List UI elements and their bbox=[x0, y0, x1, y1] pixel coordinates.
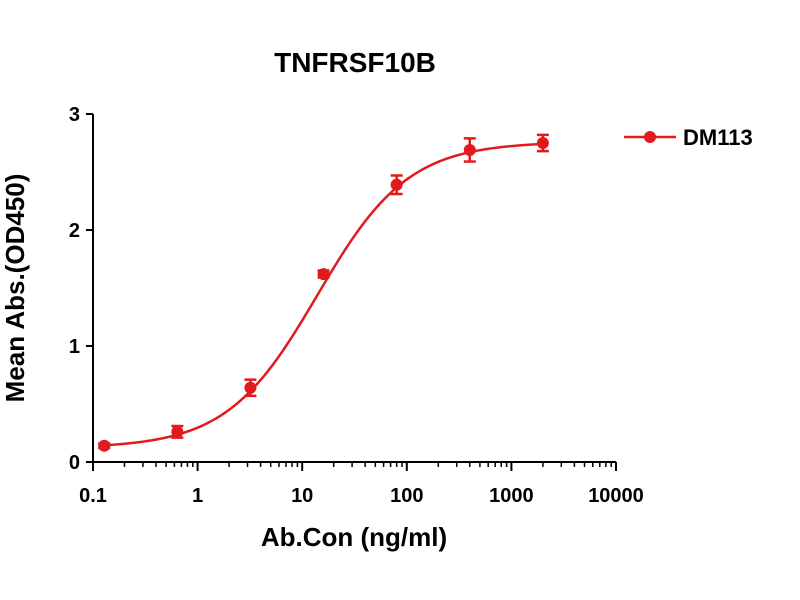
data-point bbox=[244, 381, 257, 394]
chart-title: TNFRSF10B bbox=[274, 47, 436, 78]
data-point bbox=[171, 425, 184, 438]
x-ticks: 0.1 1 10 100 1000 10000 bbox=[79, 462, 644, 507]
x-tick-label: 1 bbox=[192, 485, 203, 507]
y-ticks: 0 1 2 3 bbox=[69, 104, 93, 474]
x-axis-label: Ab.Con (ng/ml) bbox=[261, 522, 447, 552]
y-tick-label: 0 bbox=[69, 452, 80, 474]
legend-label: DM113 bbox=[683, 125, 753, 150]
y-tick-label: 3 bbox=[69, 104, 80, 126]
legend-marker bbox=[644, 131, 656, 143]
y-tick-label: 1 bbox=[69, 336, 80, 358]
data-point bbox=[98, 439, 111, 452]
data-point bbox=[390, 178, 403, 191]
x-tick-label: 100 bbox=[390, 485, 423, 507]
legend: DM113 bbox=[624, 125, 753, 150]
fit-curve bbox=[104, 142, 543, 447]
data-point bbox=[536, 137, 549, 149]
series-layer bbox=[98, 133, 549, 452]
data-point bbox=[463, 143, 476, 156]
data-point bbox=[317, 268, 330, 281]
y-axis-label: Mean Abs.(OD450) bbox=[0, 174, 30, 403]
axes bbox=[92, 114, 616, 463]
x-tick-label: 1000 bbox=[489, 485, 534, 507]
x-tick-label: 0.1 bbox=[79, 485, 107, 507]
x-tick-label: 10 bbox=[291, 485, 313, 507]
x-tick-label: 10000 bbox=[588, 485, 644, 507]
y-tick-label: 2 bbox=[69, 220, 80, 242]
